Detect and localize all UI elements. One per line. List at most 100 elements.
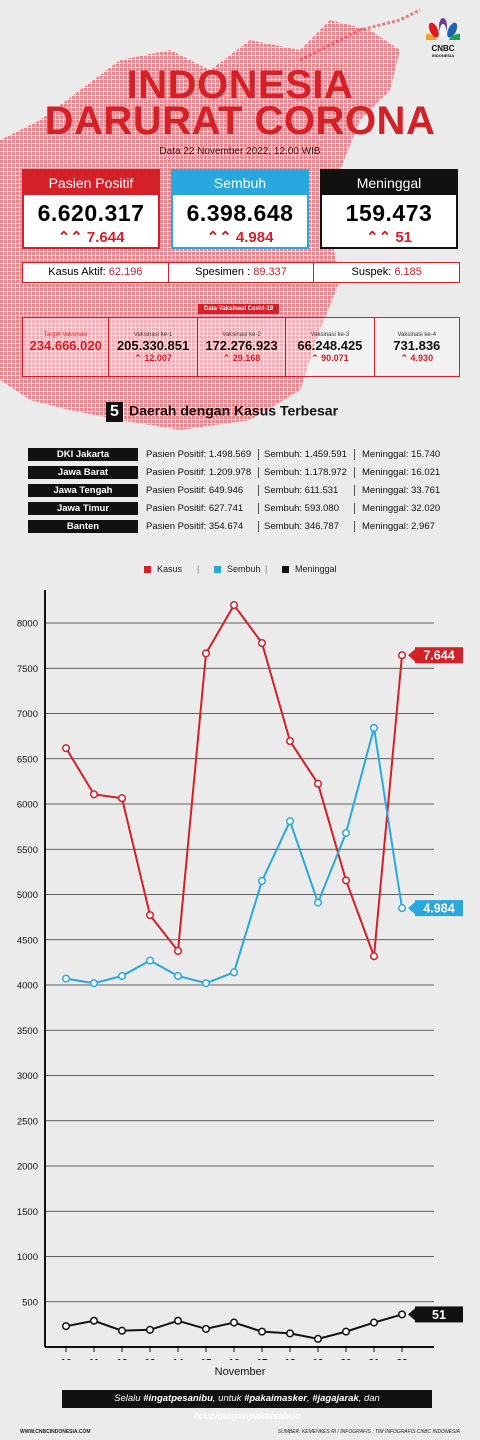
legend-item-meninggal: Meninggal [282,564,337,574]
x-tick-label: 18 [284,1358,296,1360]
data-point-kasus [257,639,267,648]
footer-site[interactable]: WWW.CNBCINDONESIA.COM [20,1429,91,1435]
data-point-meninggal [341,1327,351,1336]
data-point-sembuh [397,904,407,913]
region-row: Jawa Barat Pasien Positif: 1.209.978 Sem… [28,466,458,479]
region-sembuh: Sembuh: 1.459.591 [264,449,347,460]
vax-value: 172.276.923 [205,338,278,353]
report-date: Data 22 November 2022, 12.00 WIB [159,146,321,157]
card-meninggal-label: Meninggal [322,171,456,195]
y-tick-label: 5000 [17,890,38,901]
double-up-arrow-icon: ⌃ [222,353,231,363]
title-line-2: DARURAT CORONA [44,99,436,143]
data-point-sembuh [341,828,351,838]
x-tick-label: 10 [60,1358,72,1360]
end-label-meninggal: 51 [432,1308,446,1322]
data-point-meninggal [117,1326,127,1335]
vax-value: 66.248.425 [297,338,363,353]
data-point-meninggal [369,1318,379,1327]
stat-label: Suspek: [351,266,392,278]
x-tick-label: 14 [172,1358,184,1360]
data-point-sembuh [89,979,99,988]
region-positif: Pasien Positif: 627.741 [146,503,244,514]
x-tick-label: 15 [200,1358,212,1360]
health-message-banner: Selalu #ingatpesanibu, untuk #pakaimaske… [62,1390,432,1422]
card-positif-label: Pasien Positif [24,171,158,195]
logo-subtext: INDONESIA [431,53,455,58]
data-point-kasus [341,876,351,885]
end-label-pointer [408,649,415,662]
data-point-sembuh [201,979,211,988]
data-point-meninggal [229,1318,239,1327]
region-meninggal: Meninggal: 32.020 [362,503,441,514]
end-label-pointer [408,902,415,915]
divider [354,467,355,478]
legend-label: Sembuh [227,564,261,574]
y-tick-label: 3500 [17,1026,38,1037]
regions-title-text: Daerah dengan Kasus Terbesar [129,402,339,419]
y-tick-label: 4000 [17,981,38,992]
vax-value: 234.666.020 [29,338,102,353]
region-name: Jawa Tengah [28,484,138,497]
region-row: Banten Pasien Positif: 354.674 Sembuh: 3… [28,520,458,533]
region-positif: Pasien Positif: 649.946 [146,485,244,496]
vaccination-tag: Data Vaksinasi Covid-19 [198,304,280,314]
vax-value: 731.836 [393,338,441,353]
legend-item-sembuh: Sembuh [214,564,261,574]
stat-kasus-aktif: Kasus Aktif: 62.196 [23,263,169,282]
legend-item-kasus: Kasus [144,564,182,574]
x-tick-label: 16 [228,1358,240,1360]
data-point-meninggal [313,1334,323,1343]
card-meninggal-change: 51 [395,229,412,246]
legend-divider: | [265,564,268,574]
regions-number: 5 [106,402,123,422]
stat-value: 62.196 [108,266,143,278]
regions-title: 5 Daerah dengan Kasus Terbesar [106,402,338,422]
data-point-meninggal [89,1316,99,1325]
title-line-1: INDONESIA [126,63,354,107]
double-up-arrow-icon: ⌃ [311,353,319,363]
vax-label: Vaksinasi ke-2 [222,332,261,338]
divider [354,485,355,496]
x-tick-label: 17 [256,1358,268,1360]
stats-row: Kasus Aktif: 62.196 Spesimen : 89.337 Su… [22,262,460,283]
data-point-sembuh [145,956,155,965]
data-point-sembuh [173,971,183,981]
data-point-meninggal [257,1327,267,1336]
region-positif: Pasien Positif: 354.674 [146,521,244,532]
x-tick-label: 19 [312,1358,324,1360]
banner-text: Selalu [114,1393,144,1404]
end-label-pointer [408,1308,415,1321]
y-tick-label: 6500 [17,754,38,765]
data-point-kasus [313,779,323,788]
legend-label: Meninggal [295,564,337,574]
region-row: Jawa Tengah Pasien Positif: 649.946 Semb… [28,484,458,497]
end-label-box [415,1306,463,1323]
vax-dose-1: Vaksinasi ke-1 205.330.851 ⌃ 12.007 [109,318,198,376]
logo-text: CNBC [431,44,455,53]
vax-change: 29.168 [232,353,261,363]
data-point-meninggal [397,1310,407,1319]
vax-value: 205.330.851 [116,338,190,353]
divider [258,467,259,478]
vax-label: Target Vaksinasi [43,332,88,338]
vax-label: Vaksinasi ke-4 [397,332,437,338]
card-sembuh-label: Sembuh [173,171,307,195]
banner-hashtag: #jagajarak [312,1393,359,1404]
series-line-sembuh [65,727,403,985]
series-line-kasus [65,603,403,957]
vaccination-table: Target Vaksinasi 234.666.020 Vaksinasi k… [22,317,460,377]
x-axis-label: November [214,1366,266,1378]
double-up-arrow-icon: ⌃ [134,353,142,363]
region-positif: Pasien Positif: 1.498.569 [146,449,252,460]
region-sembuh: Sembuh: 1.178.972 [264,467,347,478]
divider [258,449,259,460]
data-point-sembuh [285,817,295,826]
x-tick-label: 21 [368,1358,380,1360]
x-tick-label: 13 [144,1358,156,1360]
vax-change: 4.930 [410,353,434,363]
y-tick-label: 2500 [17,1116,38,1127]
y-tick-label: 1000 [17,1252,38,1263]
y-tick-label: 7500 [17,664,38,675]
divider [258,521,259,532]
